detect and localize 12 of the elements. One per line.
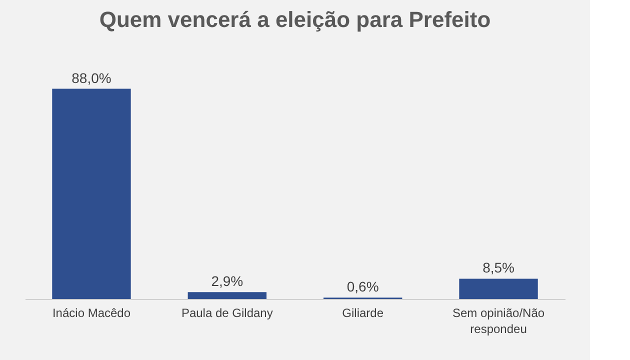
bar <box>52 88 131 299</box>
data-label: 0,6% <box>346 278 379 295</box>
bar <box>188 292 267 299</box>
data-label: 88,0% <box>72 70 112 86</box>
x-tick-label: Giliarde <box>342 306 384 320</box>
x-tick-label: Paula de Gildany <box>181 306 273 320</box>
x-tick-label: Sem opinião/Não respondeu <box>452 306 545 336</box>
chart-title: Quem vencerá a eleição para Prefeito <box>99 6 491 32</box>
x-tick-label: Inácio Macêdo <box>52 306 131 320</box>
data-label: 2,9% <box>211 273 244 290</box>
bar <box>459 278 538 299</box>
data-label: 8,5% <box>482 260 514 276</box>
